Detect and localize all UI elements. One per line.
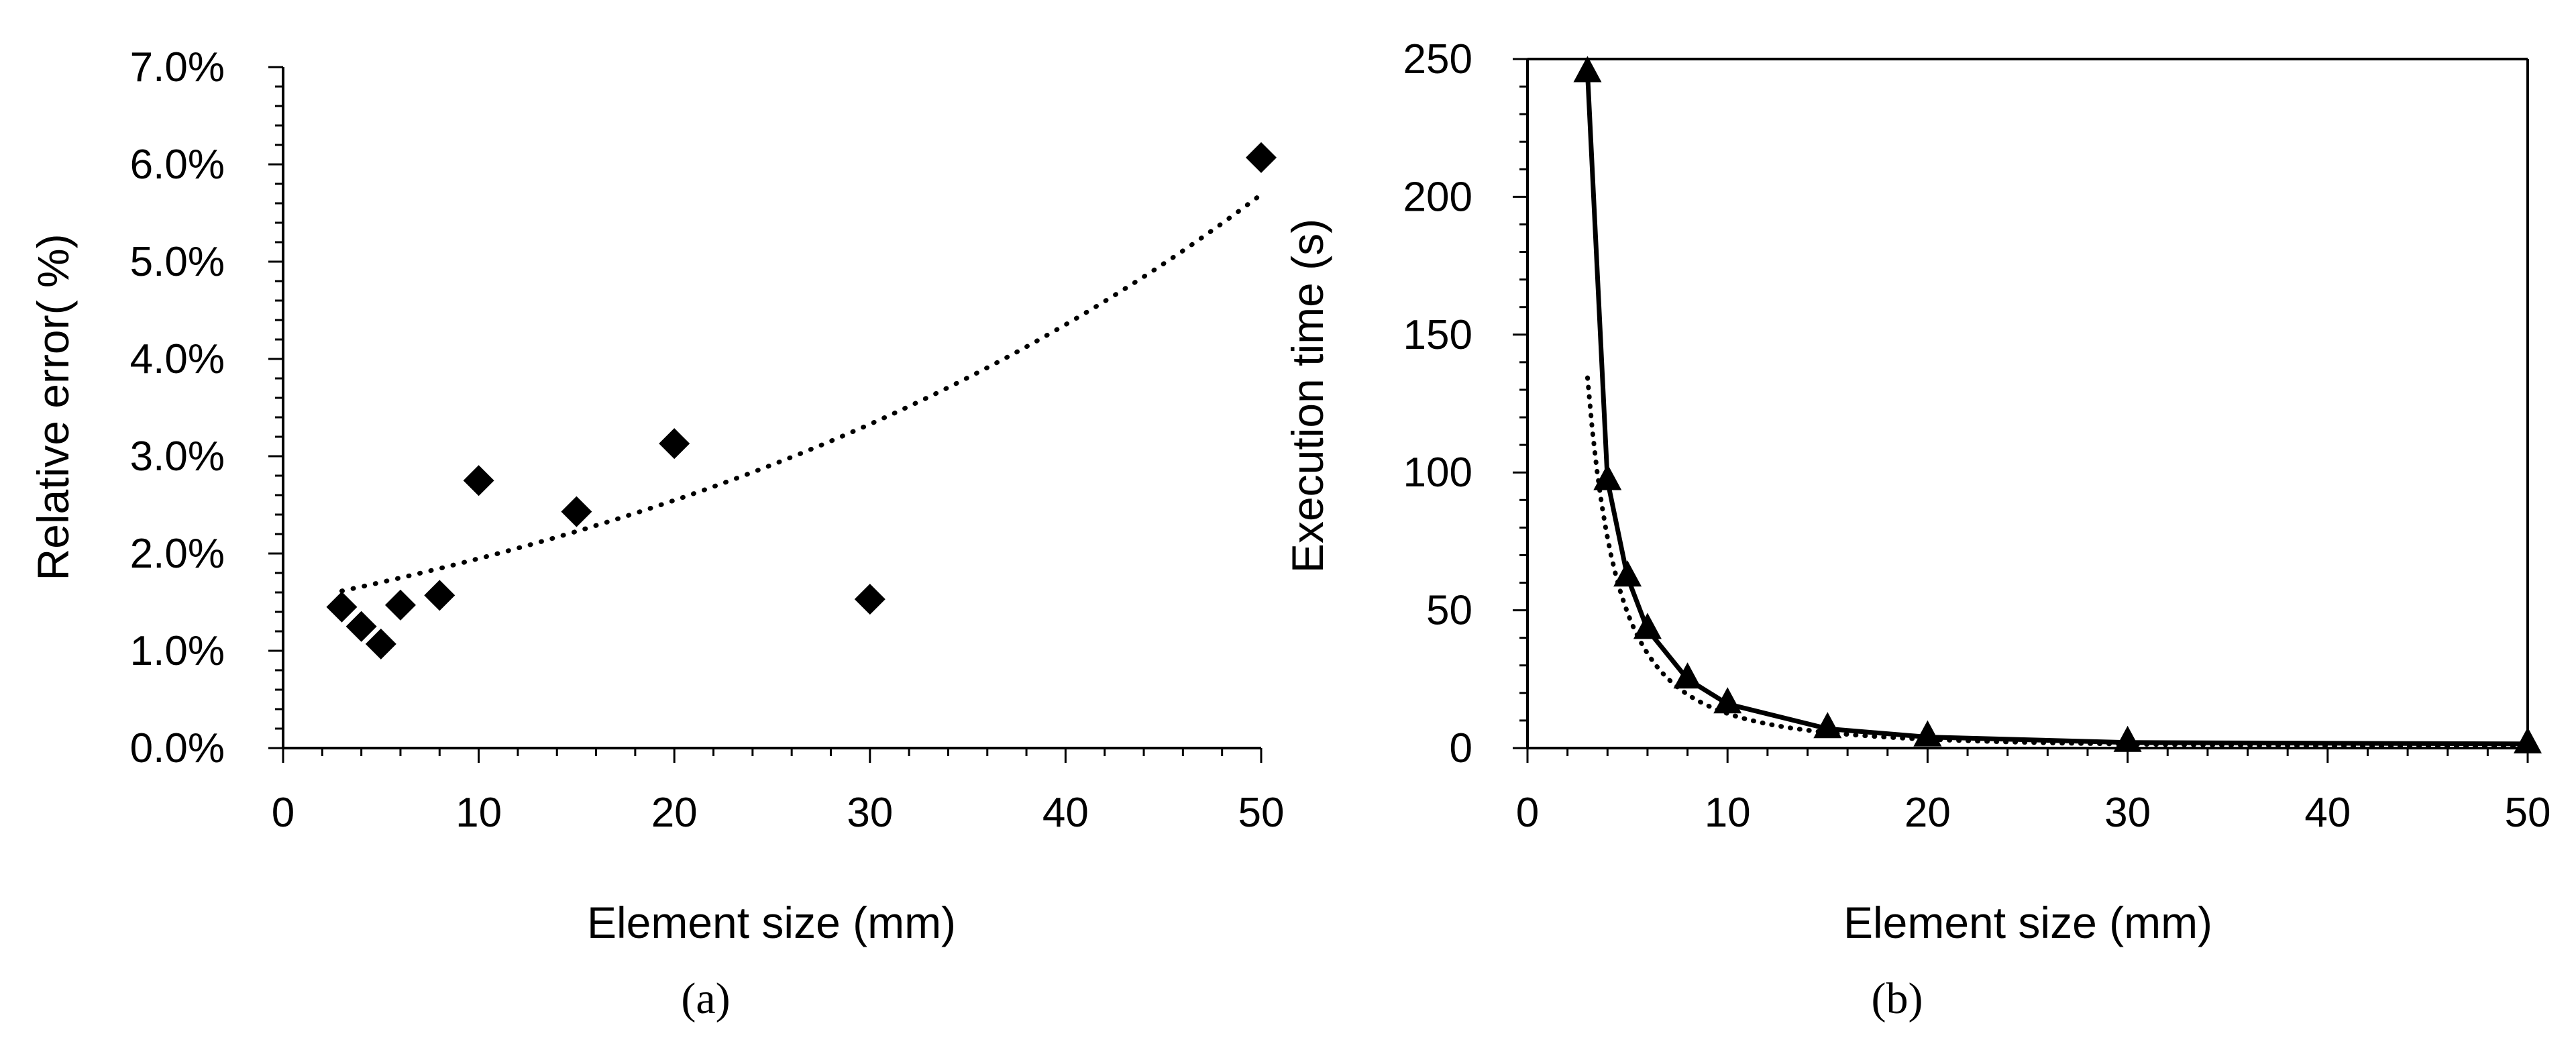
chart-b-caption: (b): [1872, 974, 1923, 1023]
x-tick-label: 0: [272, 790, 294, 836]
data-point-triangle: [1613, 560, 1642, 587]
y-tick-label: 3.0%: [130, 433, 225, 480]
chart-a-points: [326, 142, 1277, 660]
data-point-triangle: [1913, 720, 1942, 747]
x-tick-label: 20: [651, 790, 698, 836]
data-point-diamond: [384, 589, 416, 621]
y-tick-label: 50: [1426, 588, 1472, 634]
data-point-triangle: [1713, 687, 1742, 714]
chart-b: 0 50 100 150 200 250 0 10 20 30 40 50 Ex…: [1283, 36, 2551, 1023]
data-point-diamond: [424, 580, 455, 611]
chart-a-x-tick-labels: 0 10 20 30 40 50: [272, 790, 1285, 836]
data-point-diamond: [659, 428, 690, 460]
y-tick-label: 200: [1403, 174, 1472, 220]
data-point-triangle: [1593, 464, 1622, 490]
y-tick-label: 5.0%: [130, 239, 225, 285]
chart-a-x-minor-ticks: [282, 748, 1263, 763]
data-point-triangle: [1673, 662, 1702, 689]
x-tick-label: 10: [455, 790, 502, 836]
chart-a: 0.0% 1.0% 2.0% 3.0% 4.0% 5.0% 6.0% 7.0% …: [28, 44, 1284, 1023]
y-tick-label: 7.0%: [130, 44, 225, 91]
data-point-diamond: [854, 584, 885, 615]
chart-b-y-minor-ticks: [1513, 58, 1527, 749]
chart-a-y-tick-labels: 0.0% 1.0% 2.0% 3.0% 4.0% 5.0% 6.0% 7.0%: [130, 44, 225, 772]
data-point-triangle: [2113, 725, 2142, 752]
y-tick-label: 1.0%: [130, 628, 225, 674]
y-tick-label: 150: [1403, 312, 1472, 358]
x-tick-label: 30: [847, 790, 893, 836]
data-point-triangle: [2514, 727, 2542, 753]
chart-a-y-axis-title: Relative error( %): [28, 233, 78, 580]
data-point-diamond: [463, 465, 494, 496]
y-tick-label: 0: [1450, 725, 1472, 772]
chart-a-y-minor-ticks: [268, 66, 283, 749]
y-tick-label: 6.0%: [130, 142, 225, 188]
chart-b-x-minor-ticks: [1526, 748, 2529, 763]
chart-b-x-axis-title: Element size (mm): [1843, 898, 2212, 947]
chart-b-trendline: [1585, 375, 2530, 749]
data-point-diamond: [1246, 142, 1277, 173]
x-tick-label: 50: [1238, 790, 1285, 836]
y-tick-label: 2.0%: [130, 531, 225, 577]
chart-a-trendline: [339, 192, 1264, 594]
chart-a-caption: (a): [681, 974, 730, 1023]
data-point-diamond: [326, 591, 358, 623]
data-point-triangle: [1573, 56, 1602, 83]
data-point-diamond: [365, 628, 396, 660]
chart-b-x-tick-labels: 0 10 20 30 40 50: [1516, 790, 2551, 836]
x-tick-label: 40: [1042, 790, 1089, 836]
y-tick-label: 250: [1403, 36, 1472, 83]
x-tick-label: 20: [1904, 790, 1951, 836]
chart-b-y-axis-title: Execution time (s): [1283, 219, 1332, 573]
x-tick-label: 50: [2505, 790, 2551, 836]
y-tick-label: 100: [1403, 450, 1472, 496]
chart-a-x-axis-title: Element size (mm): [587, 898, 956, 947]
x-tick-label: 30: [2104, 790, 2151, 836]
chart-b-y-tick-labels: 0 50 100 150 200 250: [1403, 36, 1472, 772]
x-tick-label: 10: [1705, 790, 1751, 836]
y-tick-label: 0.0%: [130, 725, 225, 772]
data-point-triangle: [1633, 613, 1662, 639]
data-point-diamond: [345, 611, 377, 642]
chart-b-points: [1573, 56, 2542, 753]
x-tick-label: 0: [1516, 790, 1539, 836]
x-tick-label: 40: [2304, 790, 2351, 836]
data-point-diamond: [561, 496, 592, 527]
data-point-triangle: [1813, 712, 1842, 739]
y-tick-label: 4.0%: [130, 336, 225, 382]
chart-b-series-line: [1585, 72, 2528, 747]
